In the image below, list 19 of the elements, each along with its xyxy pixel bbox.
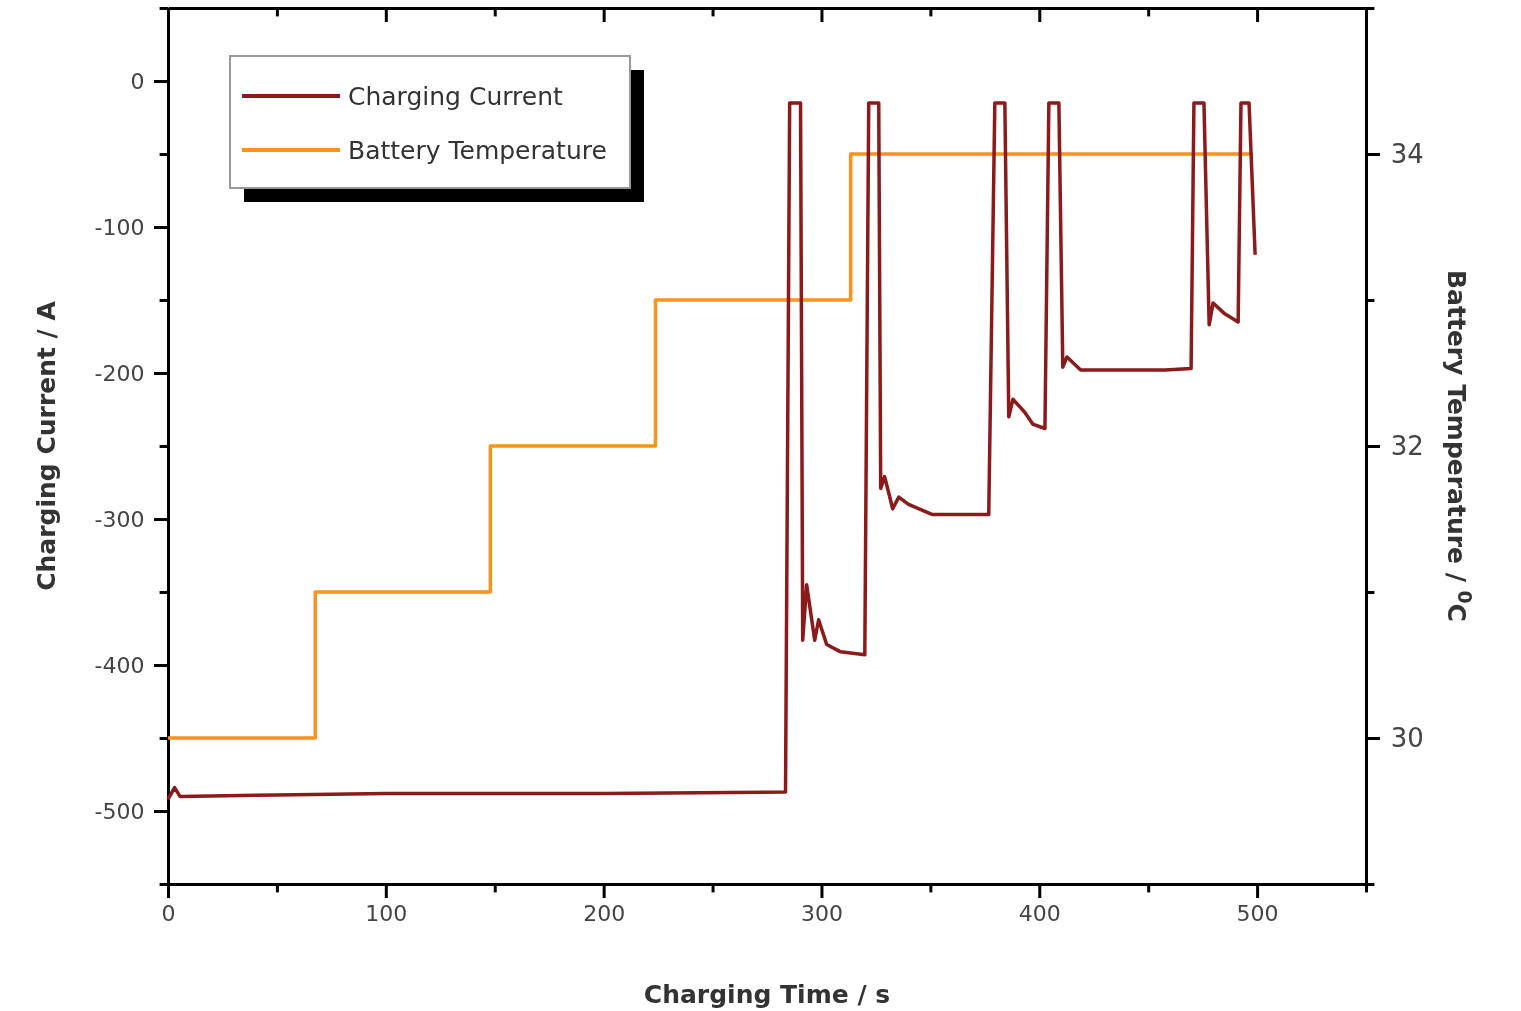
x-tick-label: 100	[365, 900, 408, 926]
y-tick-label: -200	[94, 360, 145, 386]
x-tick-label: 400	[1018, 900, 1061, 926]
y-axis-title: Charging Current / A	[32, 300, 61, 591]
x-tick-label: 300	[800, 900, 843, 926]
x-tick-label: 200	[583, 900, 626, 926]
x-tick-label: 500	[1236, 900, 1279, 926]
y-tick-label: 0	[130, 68, 145, 94]
y-tick-label: -500	[94, 798, 145, 824]
x-tick-label: 0	[161, 900, 176, 926]
legend-label: Charging Current	[348, 82, 564, 111]
legend-label: Battery Temperature	[348, 136, 607, 165]
x-axis-title: Charging Time / s	[643, 980, 891, 1009]
y-tick-label: -100	[94, 214, 145, 240]
y-tick-label: -300	[94, 506, 145, 532]
y2-tick-label: 34	[1390, 138, 1424, 169]
y-tick-label: -400	[94, 652, 145, 678]
y2-tick-label: 30	[1390, 722, 1424, 753]
y2-tick-label: 32	[1390, 430, 1424, 461]
